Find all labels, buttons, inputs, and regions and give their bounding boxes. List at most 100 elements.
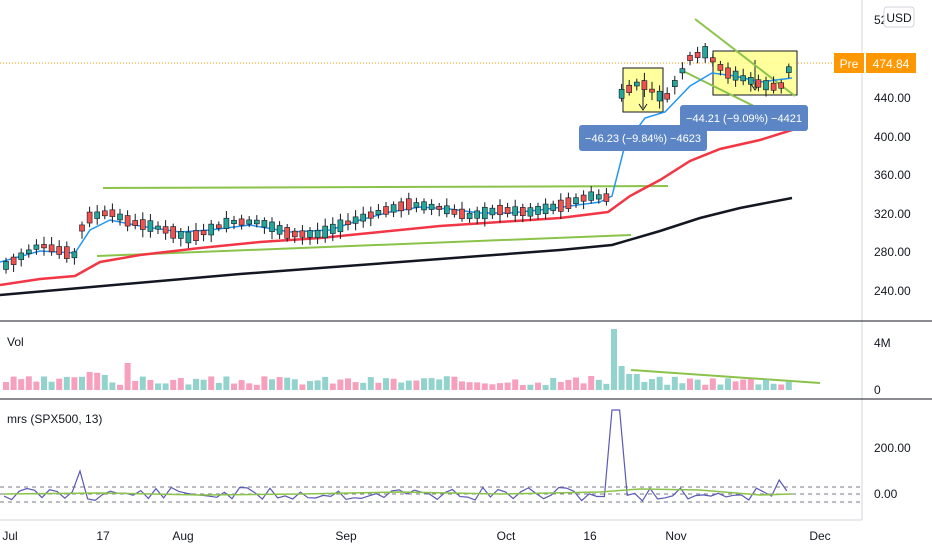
volume-bar[interactable]	[291, 379, 298, 390]
volume-bar[interactable]	[155, 383, 161, 390]
candle-body[interactable]	[778, 82, 785, 89]
volume-bar[interactable]	[702, 384, 709, 390]
volume-bar[interactable]	[79, 376, 85, 390]
volume-bar[interactable]	[618, 366, 625, 390]
candle-body[interactable]	[519, 207, 526, 216]
candle-body[interactable]	[124, 215, 131, 227]
candle-body[interactable]	[512, 206, 519, 216]
volume-bar[interactable]	[215, 382, 222, 390]
volume-bar[interactable]	[687, 378, 693, 390]
candle-body[interactable]	[755, 79, 762, 88]
trendline-wedge-upper[interactable]	[694, 18, 796, 97]
candle-body[interactable]	[269, 221, 275, 232]
candle-body[interactable]	[550, 203, 557, 211]
candle-body[interactable]	[595, 194, 602, 200]
volume-bar[interactable]	[527, 384, 534, 390]
candle-body[interactable]	[48, 244, 55, 253]
volume-bar[interactable]	[246, 383, 253, 390]
trendline-volume[interactable]	[630, 369, 821, 384]
volume-bar[interactable]	[717, 384, 724, 390]
volume-bar[interactable]	[656, 376, 663, 390]
volume-bar[interactable]	[649, 379, 655, 390]
volume-bar[interactable]	[489, 384, 496, 390]
candle-body[interactable]	[3, 261, 9, 270]
candle-body[interactable]	[216, 224, 222, 229]
volume-bar[interactable]	[451, 376, 458, 390]
candle-body[interactable]	[694, 52, 701, 58]
candle-body[interactable]	[763, 80, 769, 91]
volume-bar[interactable]	[755, 384, 762, 390]
volume-bar[interactable]	[94, 372, 101, 390]
volume-bar[interactable]	[10, 376, 17, 390]
volume-bar[interactable]	[557, 381, 564, 390]
candle-body[interactable]	[299, 230, 306, 238]
volume-bar[interactable]	[18, 379, 25, 390]
volume-bar[interactable]	[497, 383, 503, 390]
candle-body[interactable]	[504, 207, 511, 214]
currency-badge[interactable]: USD	[883, 6, 915, 28]
volume-bar[interactable]	[535, 382, 541, 390]
candle-body[interactable]	[185, 231, 192, 244]
candle-body[interactable]	[360, 213, 367, 222]
candle-body[interactable]	[117, 213, 123, 221]
candle-body[interactable]	[329, 223, 336, 234]
annotation-2[interactable]: −44.21 (−9.09%) −4421	[680, 105, 808, 131]
volume-bar[interactable]	[208, 376, 215, 390]
volume-bar[interactable]	[109, 382, 116, 390]
volume-bar[interactable]	[375, 382, 382, 390]
volume-bar[interactable]	[41, 376, 47, 390]
volume-bar[interactable]	[200, 379, 207, 390]
volume-bar[interactable]	[101, 374, 108, 390]
volume-bar[interactable]	[626, 374, 633, 390]
candle-body[interactable]	[102, 210, 108, 217]
volume-bar[interactable]	[162, 383, 169, 390]
volume-bar[interactable]	[436, 379, 443, 390]
volume-bar[interactable]	[466, 382, 473, 390]
volume-bar[interactable]	[390, 378, 397, 390]
volume-bar[interactable]	[413, 380, 420, 390]
volume-bar[interactable]	[71, 377, 78, 390]
candle-body[interactable]	[633, 81, 640, 87]
volume-bar[interactable]	[725, 378, 731, 390]
candle-body[interactable]	[618, 89, 625, 99]
volume-bar[interactable]	[694, 379, 701, 390]
candle-body[interactable]	[535, 206, 541, 215]
candle-body[interactable]	[132, 220, 138, 226]
candle-body[interactable]	[291, 230, 298, 238]
candle-body[interactable]	[367, 211, 374, 219]
candle-body[interactable]	[542, 203, 549, 215]
candle-body[interactable]	[489, 207, 496, 216]
candle-body[interactable]	[71, 251, 78, 259]
candle-body[interactable]	[626, 84, 633, 93]
candle-body[interactable]	[208, 223, 214, 236]
volume-bar[interactable]	[117, 384, 123, 390]
volume-bar[interactable]	[519, 384, 526, 390]
volume-bar[interactable]	[573, 377, 579, 390]
volume-bar[interactable]	[770, 383, 777, 390]
candle-body[interactable]	[641, 80, 648, 90]
volume-bar[interactable]	[345, 378, 351, 390]
candle-body[interactable]	[162, 226, 169, 234]
volume-bar[interactable]	[747, 379, 754, 390]
candle-body[interactable]	[246, 219, 252, 225]
volume-bar[interactable]	[611, 329, 617, 390]
candle-body[interactable]	[565, 197, 572, 209]
candle-body[interactable]	[375, 210, 382, 216]
candle-body[interactable]	[557, 199, 564, 212]
candle-body[interactable]	[588, 191, 595, 201]
volume-bar[interactable]	[25, 376, 32, 390]
candle-body[interactable]	[254, 219, 260, 225]
volume-bar[interactable]	[481, 383, 488, 390]
volume-bar[interactable]	[459, 381, 465, 390]
volume-bar[interactable]	[732, 381, 739, 390]
candle-body[interactable]	[702, 46, 709, 59]
candle-body[interactable]	[284, 227, 291, 239]
volume-bar[interactable]	[778, 384, 785, 390]
candle-body[interactable]	[687, 55, 693, 61]
candle-body[interactable]	[155, 225, 161, 230]
candle-body[interactable]	[200, 230, 207, 236]
candle-body[interactable]	[322, 225, 329, 239]
candle-body[interactable]	[421, 201, 427, 211]
volume-bar[interactable]	[223, 376, 230, 390]
candle-body[interactable]	[33, 244, 40, 250]
